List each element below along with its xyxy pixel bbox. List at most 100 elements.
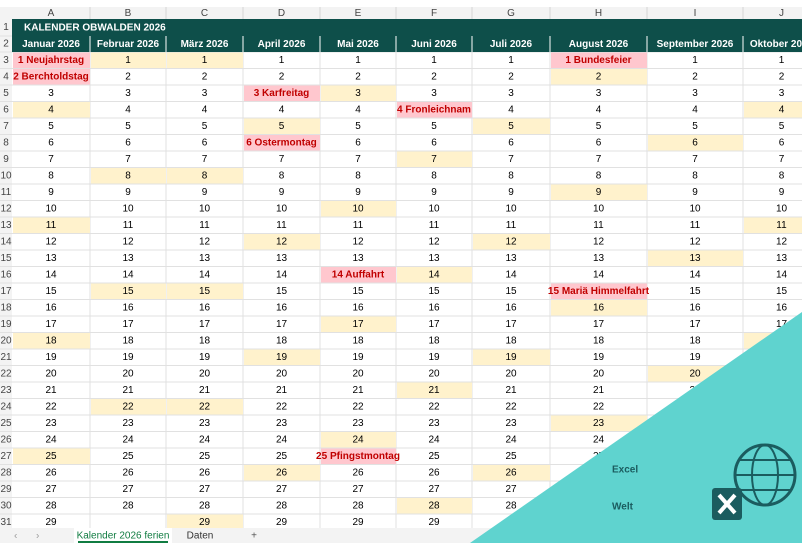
day-number: 13	[428, 253, 440, 264]
day-number: 20	[352, 369, 364, 380]
day-number: 1	[125, 55, 131, 66]
sunday-cell	[551, 184, 647, 200]
sheet-tab[interactable]: Daten	[187, 531, 214, 542]
day-number: 9	[355, 187, 361, 198]
day-number: 21	[45, 385, 57, 396]
day-number: 20	[505, 369, 517, 380]
day-number: 1	[279, 55, 285, 66]
sunday-cell	[13, 102, 90, 118]
row-number: 4	[3, 71, 9, 82]
day-number: 14	[776, 270, 788, 281]
holiday-cell	[321, 267, 396, 283]
day-number: 22	[276, 402, 288, 413]
day-number: 19	[45, 352, 57, 363]
row-number: 30	[0, 500, 12, 511]
day-number: 17	[428, 319, 440, 330]
active-tab[interactable]	[74, 528, 172, 543]
column-letter: D	[278, 8, 285, 19]
holiday-cell	[244, 135, 320, 151]
day-number: 4	[125, 105, 131, 116]
row-number: 31	[0, 517, 12, 528]
day-number: 7	[596, 154, 602, 165]
x-icon-mark	[717, 493, 737, 515]
day-number: 2	[508, 72, 514, 83]
row-number: 22	[0, 368, 12, 379]
row-number: 10	[0, 170, 12, 181]
day-number: 16	[276, 303, 288, 314]
day-number: 13	[593, 253, 605, 264]
sunday-cell	[744, 102, 802, 118]
sunday-cell	[167, 399, 243, 415]
day-number: 6	[596, 138, 602, 149]
day-number: 4	[508, 105, 514, 116]
day-number: 9	[279, 187, 285, 198]
day-number: 28	[505, 501, 517, 512]
sunday-cell	[397, 498, 472, 514]
holiday-cell	[244, 85, 320, 101]
sunday-cell	[397, 151, 472, 167]
row-number: 8	[3, 137, 9, 148]
row-number: 1	[3, 22, 9, 33]
row-number: 3	[3, 55, 9, 66]
month-header: Januar 2026	[22, 39, 80, 50]
day-number: 28	[352, 501, 364, 512]
day-number: 13	[352, 253, 364, 264]
day-number: 2	[279, 72, 285, 83]
day-number: 23	[505, 418, 517, 429]
day-number: 26	[45, 468, 57, 479]
day-number: 23	[45, 418, 57, 429]
tab-nav-left[interactable]: ‹	[14, 531, 17, 542]
holiday-label: 14 Auffahrt	[332, 270, 385, 281]
day-number: 28	[45, 501, 57, 512]
day-number: 12	[45, 237, 57, 248]
row-number: 29	[0, 484, 12, 495]
sunday-cell	[167, 168, 243, 184]
day-number: 20	[276, 369, 288, 380]
day-number: 8	[279, 171, 285, 182]
day-number: 26	[276, 468, 288, 479]
holiday-cell	[13, 69, 90, 85]
day-number: 17	[593, 319, 605, 330]
day-number: 18	[276, 336, 288, 347]
row-number: 16	[0, 269, 12, 280]
sunday-cell	[91, 283, 166, 299]
row-number: 2	[3, 39, 9, 50]
sheet-tab[interactable]: Kalender 2026 ferien	[77, 531, 170, 542]
day-number: 21	[428, 385, 440, 396]
day-number: 17	[45, 319, 57, 330]
day-number: 9	[508, 187, 514, 198]
day-number: 13	[776, 253, 788, 264]
day-number: 20	[593, 369, 605, 380]
day-number: 18	[505, 336, 517, 347]
day-number: 6	[202, 138, 208, 149]
day-number: 24	[199, 435, 211, 446]
sunday-cell	[321, 85, 396, 101]
day-number: 12	[352, 237, 364, 248]
day-number: 17	[505, 319, 517, 330]
day-number: 21	[352, 385, 364, 396]
day-number: 28	[276, 501, 288, 512]
holiday-label: 6 Ostermontag	[246, 138, 317, 149]
column-letter: G	[507, 8, 515, 19]
month-header: Juni 2026	[411, 39, 457, 50]
day-number: 26	[199, 468, 211, 479]
add-sheet[interactable]: +	[251, 531, 257, 542]
column-letter: B	[125, 8, 132, 19]
day-number: 21	[276, 385, 288, 396]
day-number: 19	[593, 352, 605, 363]
day-number: 3	[48, 88, 54, 99]
day-number: 1	[692, 55, 698, 66]
sunday-cell	[244, 465, 320, 481]
row-number: 24	[0, 401, 12, 412]
tab-nav-right[interactable]: ›	[36, 531, 39, 542]
day-number: 22	[45, 402, 57, 413]
row-number: 19	[0, 319, 12, 330]
sunday-cell	[244, 234, 320, 250]
day-number: 11	[276, 220, 287, 231]
day-number: 7	[431, 154, 437, 165]
day-number: 28	[199, 501, 211, 512]
row-number: 17	[0, 286, 12, 297]
day-number: 3	[202, 88, 208, 99]
sunday-cell	[551, 69, 647, 85]
day-number: 11	[353, 220, 364, 231]
